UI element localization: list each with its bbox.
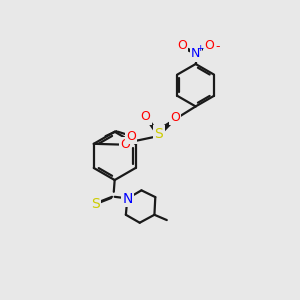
Text: -: - xyxy=(215,40,219,53)
Text: N: N xyxy=(122,192,133,206)
Text: +: + xyxy=(196,44,203,53)
Text: S: S xyxy=(154,127,163,141)
Text: O: O xyxy=(204,39,214,52)
Text: O: O xyxy=(177,39,187,52)
Text: O: O xyxy=(120,138,130,151)
Text: O: O xyxy=(170,111,180,124)
Text: S: S xyxy=(91,197,100,211)
Text: O: O xyxy=(140,110,150,123)
Text: O: O xyxy=(126,130,136,143)
Text: N: N xyxy=(191,47,200,60)
